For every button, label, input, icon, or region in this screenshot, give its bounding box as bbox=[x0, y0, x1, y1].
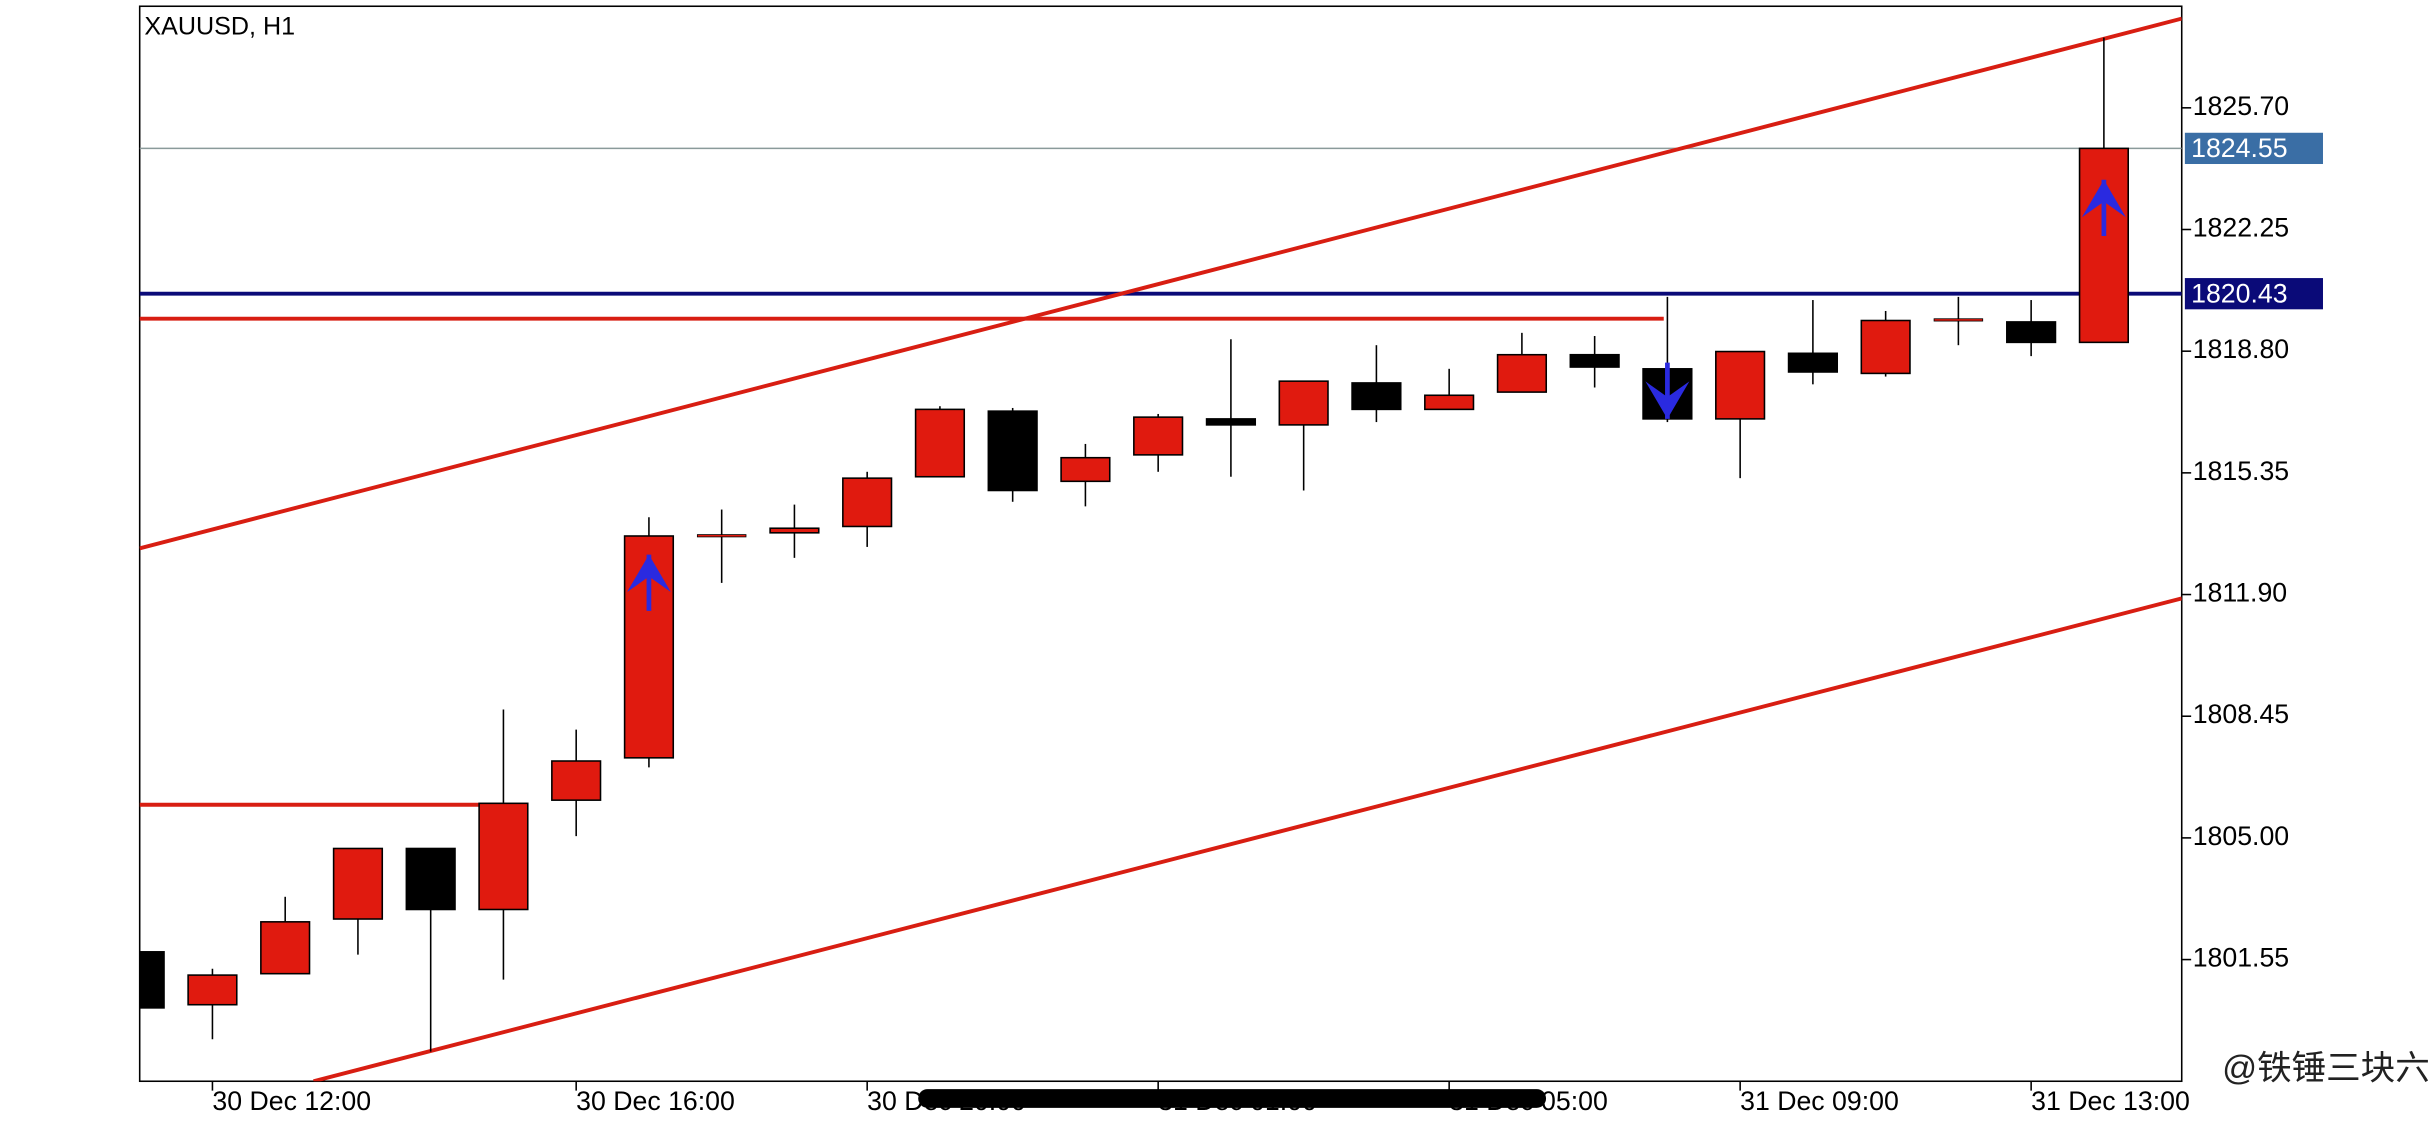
y-tick-label: 1811.90 bbox=[2193, 578, 2287, 608]
candle-body bbox=[1787, 352, 1839, 373]
candle-body bbox=[405, 847, 456, 911]
watermark: @铁锤三块六 bbox=[2222, 1049, 2430, 1087]
x-tick-label: 30 Dec 12:00 bbox=[212, 1086, 371, 1116]
trend-line bbox=[139, 16, 2182, 551]
candle-body bbox=[1060, 456, 1111, 483]
candle-body bbox=[1860, 319, 1911, 375]
price-label: 1820.43 bbox=[2191, 278, 2287, 308]
signal-arrow bbox=[626, 554, 671, 611]
candle-body bbox=[1933, 318, 1984, 322]
y-tick-label: 1822.25 bbox=[2193, 213, 2289, 243]
candle-body bbox=[1351, 382, 1402, 411]
trend-line bbox=[313, 596, 2182, 1082]
candle-body bbox=[914, 408, 966, 478]
y-tick-label: 1801.55 bbox=[2193, 943, 2289, 973]
arrow-head bbox=[1645, 381, 1690, 419]
candle-body bbox=[1205, 418, 1257, 426]
price-label-bg bbox=[2184, 132, 2323, 165]
candle-body bbox=[2006, 321, 2057, 344]
candle-body bbox=[187, 974, 238, 1006]
y-tick-label: 1825.70 bbox=[2193, 91, 2289, 121]
candle-body bbox=[769, 527, 820, 534]
y-tick-label: 1818.80 bbox=[2193, 334, 2289, 364]
candle-body bbox=[696, 534, 747, 538]
candle-body bbox=[842, 477, 893, 528]
x-tick-label: 31 Dec 09:00 bbox=[1740, 1086, 1899, 1116]
candle-body bbox=[1496, 353, 1548, 393]
plot-frame bbox=[138, 5, 2183, 1083]
candle-body bbox=[2078, 147, 2130, 344]
arrow-head bbox=[626, 554, 671, 593]
signal-arrow bbox=[2081, 179, 2126, 237]
price-label-bg bbox=[2184, 278, 2323, 310]
chart-title: XAUUSD, H1 bbox=[144, 13, 295, 41]
redaction bbox=[918, 1089, 1547, 1108]
candle-body bbox=[1424, 394, 1475, 411]
arrow-head bbox=[2081, 179, 2126, 218]
axes: 1801.55 1805.00 1808.45 1811.90 1815.35 1818.… bbox=[211, 91, 2323, 1116]
candle-body bbox=[260, 921, 311, 975]
candle-body bbox=[332, 847, 384, 920]
signal-arrow bbox=[1645, 362, 1690, 419]
price-label: 1824.55 bbox=[2191, 133, 2287, 163]
candle-body bbox=[1133, 416, 1184, 456]
x-tick-label: 31 Dec 13:00 bbox=[2031, 1086, 2190, 1116]
candle-body bbox=[1278, 380, 1329, 426]
candle-body bbox=[987, 410, 1038, 492]
candle-body bbox=[1715, 350, 1766, 420]
candle-body bbox=[1569, 353, 1620, 368]
x-tick-label: 30 Dec 16:00 bbox=[576, 1086, 735, 1116]
y-tick-label: 1815.35 bbox=[2193, 456, 2289, 486]
candle-body bbox=[139, 951, 165, 1009]
plot-area bbox=[139, 16, 2182, 1082]
y-tick-label: 1805.00 bbox=[2193, 821, 2289, 851]
candle-body bbox=[551, 760, 602, 801]
y-tick-label: 1808.45 bbox=[2193, 699, 2289, 729]
candle-body bbox=[478, 802, 529, 911]
